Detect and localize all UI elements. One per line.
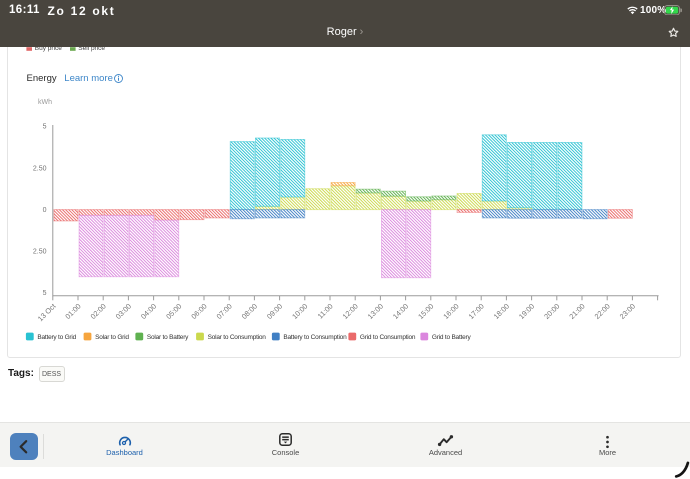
svg-text:17:00: 17:00 [467, 302, 486, 321]
svg-text:08:00: 08:00 [240, 302, 259, 321]
svg-text:Solar to Grid: Solar to Grid [95, 334, 129, 341]
svg-text:19:00: 19:00 [517, 302, 536, 321]
svg-text:Grid to Battery: Grid to Battery [432, 334, 472, 341]
svg-text:0: 0 [43, 207, 47, 214]
svg-text:23:00: 23:00 [618, 302, 637, 321]
svg-text:Battery to Grid: Battery to Grid [37, 334, 76, 341]
svg-text:5: 5 [43, 124, 47, 131]
svg-text:13 Oct: 13 Oct [36, 302, 58, 324]
svg-text:5: 5 [43, 290, 47, 297]
svg-text:13:00: 13:00 [366, 302, 385, 321]
svg-text:07:00: 07:00 [215, 302, 234, 321]
svg-text:11:00: 11:00 [316, 302, 335, 321]
svg-text:21:00: 21:00 [567, 302, 586, 321]
svg-text:02:00: 02:00 [89, 302, 108, 321]
svg-text:2.50: 2.50 [33, 165, 47, 172]
svg-text:2.50: 2.50 [33, 248, 47, 255]
svg-text:Grid to Consumption: Grid to Consumption [360, 334, 416, 341]
svg-text:Solar to Battery: Solar to Battery [147, 334, 189, 341]
svg-text:16:00: 16:00 [441, 302, 460, 321]
svg-text:06:00: 06:00 [189, 302, 208, 321]
svg-text:09:00: 09:00 [265, 302, 284, 321]
svg-text:10:00: 10:00 [290, 302, 309, 321]
svg-text:05:00: 05:00 [164, 302, 183, 321]
svg-text:Sell price: Sell price [78, 47, 105, 52]
svg-text:12:00: 12:00 [341, 302, 360, 321]
svg-text:Solar to Consumption: Solar to Consumption [208, 334, 267, 341]
svg-text:Buy price: Buy price [35, 47, 62, 52]
svg-text:03:00: 03:00 [114, 302, 133, 321]
svg-text:04:00: 04:00 [139, 302, 158, 321]
svg-text:20:00: 20:00 [542, 302, 561, 321]
svg-text:01:00: 01:00 [63, 302, 82, 321]
svg-text:14:00: 14:00 [391, 302, 410, 321]
svg-text:Battery to Consumption: Battery to Consumption [283, 334, 347, 341]
svg-text:15:00: 15:00 [416, 302, 435, 321]
svg-text:18:00: 18:00 [492, 302, 511, 321]
svg-text:22:00: 22:00 [593, 302, 612, 321]
